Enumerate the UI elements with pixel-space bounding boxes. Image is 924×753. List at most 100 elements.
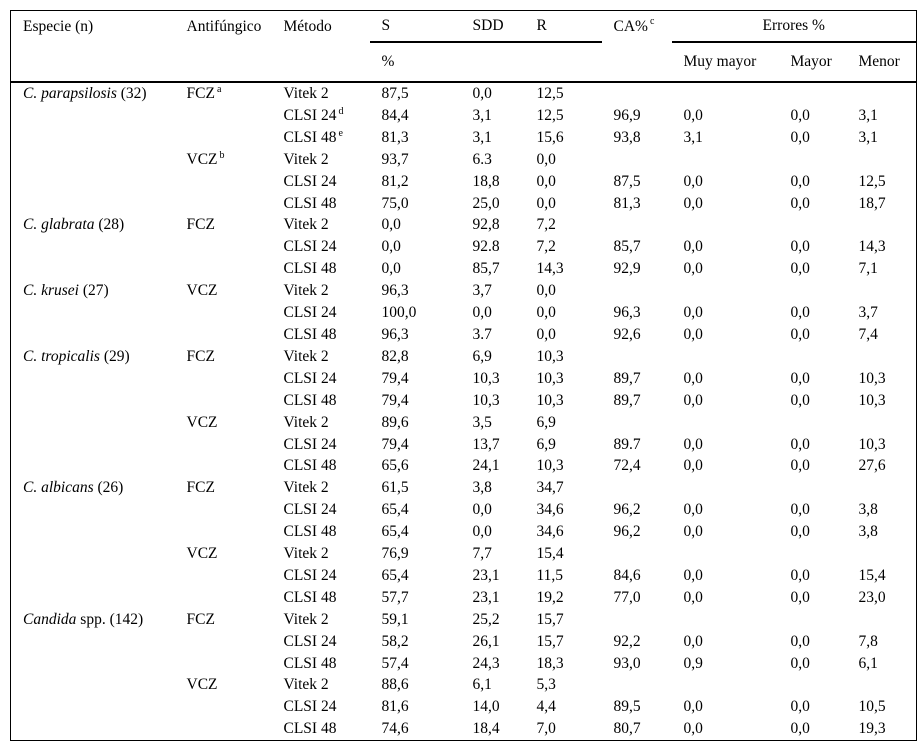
cell-metodo: CLSI 48 xyxy=(272,258,370,280)
cell-muy-mayor: 0,0 xyxy=(683,698,703,716)
cell-especie xyxy=(11,631,175,653)
cell-antifungico xyxy=(175,455,272,477)
cell-menor: 7,4 xyxy=(858,325,878,343)
cell-r: 34,6 xyxy=(536,501,564,519)
cell-metodo: CLSI 24 xyxy=(272,631,370,653)
cell-especie xyxy=(11,696,175,718)
cell-metodo: Vitek 2 xyxy=(272,609,370,631)
cell-ca: 89,5 xyxy=(613,698,641,716)
header-especie: Especie (n) xyxy=(23,17,94,35)
method-label: Vitek 2 xyxy=(283,545,329,563)
method-label: CLSI 24 xyxy=(283,172,337,190)
species-name: Candida xyxy=(23,610,77,628)
cell-r: 12,5 xyxy=(536,106,564,124)
method-label: CLSI 48 xyxy=(283,720,337,738)
table-row: CLSI 24 d 84,4 3,1 12,5 96,9 0,0 0,0 3,1 xyxy=(11,105,917,127)
table-row: CLSI 24 81,2 18,8 0,0 87,5 0,0 0,0 12,5 xyxy=(11,171,917,193)
cell-s: 96,3 xyxy=(381,325,409,343)
cell-s: 76,9 xyxy=(381,545,409,563)
cell-metodo: CLSI 48 xyxy=(272,193,370,215)
cell-r: 15,4 xyxy=(536,545,564,563)
cell-especie xyxy=(11,565,175,587)
species-count: (29) xyxy=(99,347,130,365)
cell-r: 11,5 xyxy=(536,566,564,584)
cell-sdd: 92.8 xyxy=(472,238,500,256)
header-s: S xyxy=(369,10,461,43)
header-metodo: Método xyxy=(283,17,332,35)
cell-sdd: 85,7 xyxy=(472,260,500,278)
species-count: (27) xyxy=(78,282,109,300)
cell-especie xyxy=(11,324,175,346)
cell-mayor: 0,0 xyxy=(790,457,810,475)
cell-mayor: 0,0 xyxy=(790,304,810,322)
method-superscript: e xyxy=(338,127,343,139)
cell-antifungico xyxy=(175,236,272,258)
cell-ca: 87,5 xyxy=(613,172,641,190)
table-row: CLSI 24 65,4 0,0 34,6 96,2 0,0 0,0 3,8 xyxy=(11,499,917,521)
cell-metodo: CLSI 48 e xyxy=(272,127,370,149)
header-row-1: Especie (n) Antifúngico Método S SDD R C… xyxy=(11,10,917,43)
cell-metodo: CLSI 48 xyxy=(272,324,370,346)
method-label: Vitek 2 xyxy=(283,282,329,300)
cell-antifungico xyxy=(175,105,272,127)
cell-muy-mayor: 0,0 xyxy=(683,106,703,124)
table-row: VCZ Vitek 2 89,6 3,5 6,9 xyxy=(11,412,917,434)
cell-muy-mayor: 0,0 xyxy=(683,435,703,453)
cell-r: 19,2 xyxy=(536,588,564,606)
cell-mayor xyxy=(779,82,847,105)
method-label: Vitek 2 xyxy=(283,85,329,102)
cell-muy-mayor: 0,0 xyxy=(683,238,703,256)
cell-especie xyxy=(11,127,175,149)
cell-metodo: CLSI 24 xyxy=(272,236,370,258)
cell-menor: 3,1 xyxy=(858,128,878,146)
cell-s: 87,5 xyxy=(381,85,409,102)
cell-especie xyxy=(11,455,175,477)
cell-metodo: CLSI 48 xyxy=(272,587,370,609)
cell-mayor: 0,0 xyxy=(790,172,810,190)
cell-menor xyxy=(847,412,917,434)
cell-muy-mayor xyxy=(672,149,779,171)
cell-s: 61,5 xyxy=(381,479,409,497)
cell-metodo: Vitek 2 xyxy=(272,149,370,171)
cell-sdd: 26,1 xyxy=(472,632,500,650)
cell-sdd: 0,0 xyxy=(472,501,492,519)
antifungal-label: FCZ xyxy=(186,216,215,234)
cell-metodo: CLSI 24 d xyxy=(272,105,370,127)
cell-menor: 7,1 xyxy=(858,260,878,278)
method-label: CLSI 48 xyxy=(283,523,337,541)
cell-antifungico xyxy=(175,127,272,149)
cell-s: 93,7 xyxy=(381,150,409,168)
cell-muy-mayor xyxy=(672,280,779,302)
method-label: CLSI 48 xyxy=(283,260,337,278)
header-errores: Errores % xyxy=(671,10,917,43)
cell-muy-mayor: 0,0 xyxy=(683,566,703,584)
cell-ca: 77,0 xyxy=(613,588,641,606)
cell-antifungico xyxy=(175,587,272,609)
cell-s: 81,2 xyxy=(381,172,409,190)
cell-antifungico xyxy=(175,390,272,412)
header-menor: Menor xyxy=(846,42,917,83)
method-label: CLSI 48 xyxy=(283,325,337,343)
cell-r: 7,2 xyxy=(536,216,556,234)
cell-mayor xyxy=(779,280,847,302)
cell-especie xyxy=(11,434,175,456)
header-row-2: % Muy mayor Mayor Menor xyxy=(10,42,917,83)
cell-menor: 12,5 xyxy=(858,172,886,190)
antifungal-superscript: a xyxy=(216,83,222,95)
cell-sdd: 6,9 xyxy=(472,347,492,365)
cell-antifungico: FCZ xyxy=(175,214,272,236)
cell-ca xyxy=(602,674,672,696)
cell-especie: C. glabrata (28) xyxy=(11,214,175,236)
cell-sdd: 10,3 xyxy=(472,391,500,409)
cell-r: 6,9 xyxy=(536,413,556,431)
cell-antifungico xyxy=(175,521,272,543)
cell-muy-mayor: 0,0 xyxy=(683,588,703,606)
cell-r: 0,0 xyxy=(536,172,556,190)
cell-s: 74,6 xyxy=(381,720,409,738)
table-row: CLSI 24 0,0 92.8 7,2 85,7 0,0 0,0 14,3 xyxy=(11,236,917,258)
table-row: VCZ b Vitek 2 93,7 6.3 0,0 xyxy=(11,149,917,171)
cell-ca: 89,7 xyxy=(613,369,641,387)
cell-antifungico: VCZ xyxy=(175,543,272,565)
cell-s: 81,6 xyxy=(381,698,409,716)
cell-metodo: CLSI 48 xyxy=(272,718,370,740)
